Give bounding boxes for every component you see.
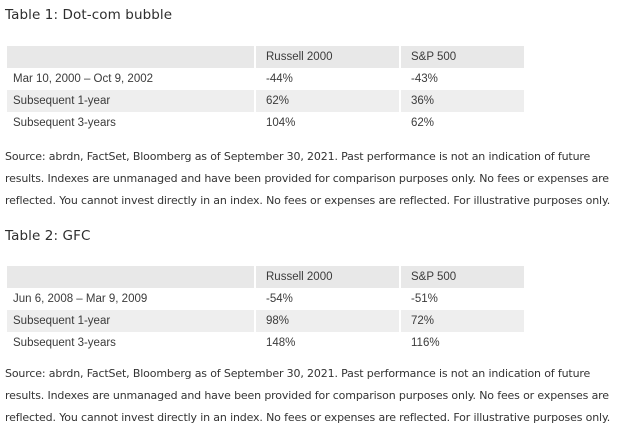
section-title-dotcom: Table 1: Dot-com bubble bbox=[5, 7, 173, 23]
section-gfc: Table 2: GFC Russell 2000 S&P 500 Jun 6,… bbox=[0, 228, 620, 429]
table-row: Mar 10, 2000 – Oct 9, 2002 -44% -43% bbox=[7, 68, 524, 90]
section-title-gfc: Table 2: GFC bbox=[5, 228, 91, 244]
sp-500-value: 36% bbox=[399, 90, 524, 112]
source-note: Source: abrdn, FactSet, Bloomberg as of … bbox=[5, 146, 620, 212]
column-header-russell-2000: Russell 2000 bbox=[254, 266, 400, 288]
sp-500-value: 62% bbox=[399, 112, 524, 134]
table-header: Russell 2000 S&P 500 bbox=[7, 46, 524, 68]
russell-2000-value: 62% bbox=[254, 90, 400, 112]
dotcom-performance-table: Russell 2000 S&P 500 Mar 10, 2000 – Oct … bbox=[7, 46, 524, 134]
sp-500-value: 116% bbox=[399, 332, 524, 354]
source-note-line: Source: abrdn, FactSet, Bloomberg as of … bbox=[5, 150, 591, 163]
source-note-line: results. Indexes are unmanaged and have … bbox=[5, 172, 609, 185]
row-label: Subsequent 3-years bbox=[13, 337, 116, 349]
gfc-performance-table: Russell 2000 S&P 500 Jun 6, 2008 – Mar 9… bbox=[7, 266, 524, 354]
russell-2000-value: 98% bbox=[254, 310, 400, 332]
source-note: Source: abrdn, FactSet, Bloomberg as of … bbox=[5, 363, 620, 429]
table-row: Subsequent 1-year 98% 72% bbox=[7, 310, 524, 332]
source-note-line: results. Indexes are unmanaged and have … bbox=[5, 389, 609, 402]
source-note-line: reflected. You cannot invest directly in… bbox=[5, 411, 611, 424]
row-label: Subsequent 1-year bbox=[7, 310, 255, 332]
russell-2000-value: 148% bbox=[254, 332, 400, 354]
table-row: Subsequent 3-years 104% 62% bbox=[7, 112, 524, 134]
row-label: Jun 6, 2008 – Mar 9, 2009 bbox=[13, 293, 148, 305]
section-dotcom-bubble: Table 1: Dot-com bubble Russell 2000 S&P… bbox=[0, 7, 620, 212]
russell-2000-value: -44% bbox=[254, 68, 400, 90]
row-label: Subsequent 1-year bbox=[7, 90, 255, 112]
sp-500-value: -51% bbox=[399, 288, 524, 310]
column-header-sp-500: S&P 500 bbox=[399, 266, 524, 288]
table-row: Subsequent 1-year 62% 36% bbox=[7, 90, 524, 112]
table-header: Russell 2000 S&P 500 bbox=[7, 266, 524, 288]
russell-2000-value: -54% bbox=[254, 288, 400, 310]
table-row: Subsequent 3-years 148% 116% bbox=[7, 332, 524, 354]
russell-2000-value: 104% bbox=[254, 112, 400, 134]
table-header-row: Russell 2000 S&P 500 bbox=[7, 266, 524, 288]
source-note-line: reflected. You cannot invest directly in… bbox=[5, 194, 611, 207]
row-label: Mar 10, 2000 – Oct 9, 2002 bbox=[13, 73, 154, 85]
row-label: Subsequent 3-years bbox=[13, 117, 116, 129]
column-header-russell-2000: Russell 2000 bbox=[254, 46, 400, 68]
document-page: Table 1: Dot-com bubble Russell 2000 S&P… bbox=[0, 7, 620, 433]
column-header-blank bbox=[7, 46, 255, 68]
sp-500-value: -43% bbox=[399, 68, 524, 90]
table-header-row: Russell 2000 S&P 500 bbox=[7, 46, 524, 68]
table-row: Jun 6, 2008 – Mar 9, 2009 -54% -51% bbox=[7, 288, 524, 310]
source-note-line: Source: abrdn, FactSet, Bloomberg as of … bbox=[5, 367, 591, 380]
sp-500-value: 72% bbox=[399, 310, 524, 332]
column-header-sp-500: S&P 500 bbox=[399, 46, 524, 68]
column-header-blank bbox=[7, 266, 255, 288]
